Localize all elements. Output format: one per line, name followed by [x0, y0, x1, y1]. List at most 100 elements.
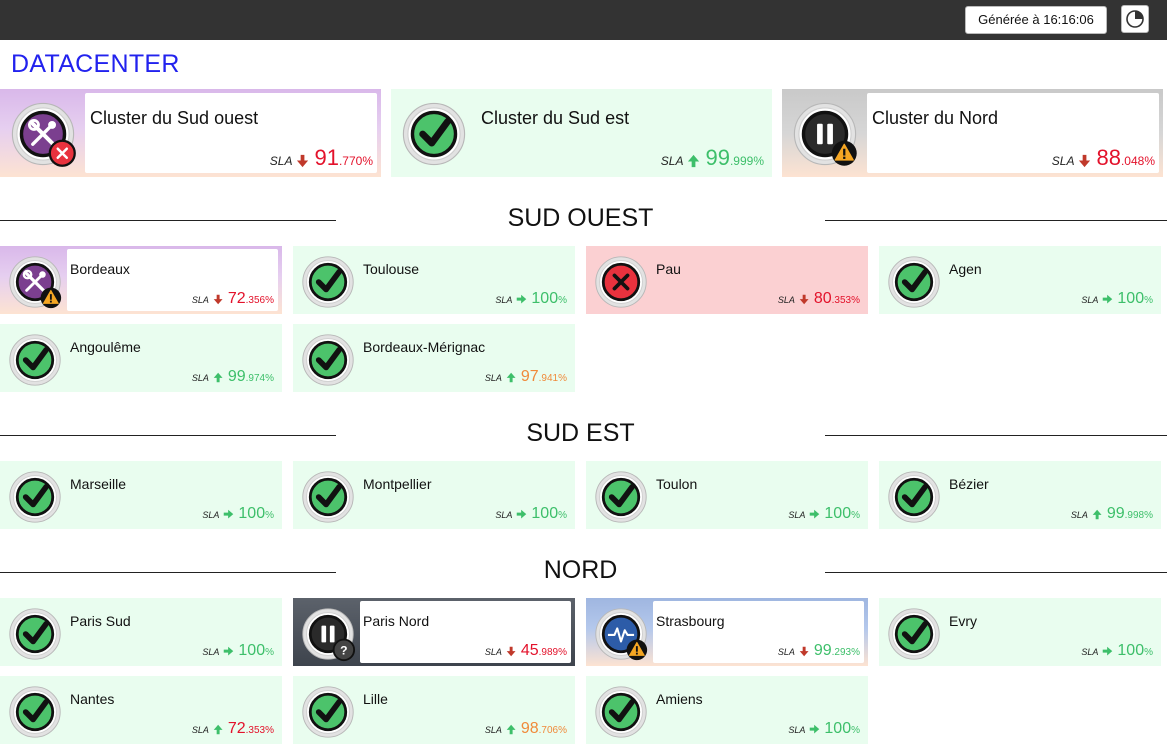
- site-bordeaux-merignac-card[interactable]: Bordeaux-Mérignac SLA 97.941%: [293, 324, 575, 392]
- sla-label: SLA: [495, 295, 513, 305]
- sla-value-int: 99: [1106, 505, 1125, 522]
- trend-flat-icon: [809, 722, 824, 736]
- sla-value-dec: %: [558, 295, 567, 306]
- sla-readout: SLA 72.353%: [192, 720, 274, 738]
- trend-down-icon: [799, 292, 814, 306]
- ok-status-icon: [300, 469, 356, 525]
- sla-value-dec: .770%: [338, 154, 373, 168]
- card-name: Lille: [363, 691, 388, 707]
- sla-value-int: 80: [813, 290, 832, 307]
- sla-label: SLA: [777, 295, 795, 305]
- refresh-timer-button[interactable]: [1121, 5, 1149, 33]
- sla-value-int: 100: [531, 290, 559, 307]
- sla-label: SLA: [191, 295, 209, 305]
- site-paris-sud-card[interactable]: Paris Sud SLA 100%: [0, 598, 282, 666]
- generated-time-button[interactable]: Générée à 16:16:06: [965, 6, 1107, 34]
- site-lille-card[interactable]: Lille SLA 98.706%: [293, 676, 575, 744]
- sla-value-dec: %: [851, 725, 860, 736]
- trend-down-icon: [213, 292, 228, 306]
- trend-down-icon: [296, 152, 314, 168]
- sla-readout: SLA 72.356%: [192, 290, 274, 308]
- trend-flat-icon: [223, 507, 238, 521]
- sla-value-dec: .974%: [245, 373, 274, 384]
- sla-readout: SLA 100%: [788, 720, 860, 738]
- trend-up-icon: [213, 370, 228, 384]
- sla-value-int: 91: [314, 145, 339, 170]
- sla-label: SLA: [788, 510, 806, 520]
- site-strasbourg-card[interactable]: Strasbourg SLA 99.293%: [586, 598, 868, 666]
- card-name: Cluster du Sud ouest: [90, 108, 259, 128]
- sla-label: SLA: [788, 725, 806, 735]
- divider-line: [825, 572, 1167, 573]
- cluster-sud-ouest-card[interactable]: Cluster du Sud ouest SLA 91.770%: [0, 89, 381, 177]
- card-name: Amiens: [656, 691, 703, 707]
- trend-up-icon: [506, 722, 521, 736]
- divider-line: [0, 220, 336, 221]
- section-title: SUD OUEST: [507, 204, 654, 232]
- card-name: Strasbourg: [656, 613, 725, 629]
- svg-text:?: ?: [340, 644, 347, 658]
- site-angouleme-card[interactable]: Angoulême SLA 99.974%: [0, 324, 282, 392]
- sla-readout: SLA 99.998%: [1071, 505, 1153, 523]
- divider-line: [0, 435, 336, 436]
- ok-status-icon: [300, 332, 356, 388]
- site-pau-card[interactable]: Pau SLA 80.353%: [586, 246, 868, 314]
- card-name: Paris Nord: [363, 613, 430, 629]
- section-title: SUD EST: [526, 419, 635, 447]
- card-name: Toulouse: [363, 261, 420, 277]
- sla-label: SLA: [484, 373, 502, 383]
- site-bezier-card[interactable]: Bézier SLA 99.998%: [879, 461, 1161, 529]
- card-name: Agen: [949, 261, 982, 277]
- ok-status-icon: [886, 469, 942, 525]
- sla-readout: SLA 45.989%: [485, 642, 567, 660]
- section-header-sud-est: SUD EST: [0, 419, 1167, 453]
- trend-up-icon: [687, 152, 705, 168]
- site-bordeaux-card[interactable]: Bordeaux SLA 72.356%: [0, 246, 282, 314]
- sla-value-int: 100: [1117, 290, 1145, 307]
- sla-readout: SLA 99.999%: [661, 145, 764, 171]
- sla-value-dec: .998%: [1124, 510, 1153, 521]
- sla-readout: SLA 88.048%: [1052, 145, 1155, 171]
- sla-value-dec: .356%: [245, 295, 274, 306]
- sla-readout: SLA 100%: [202, 505, 274, 523]
- card-name: Marseille: [70, 476, 127, 492]
- site-nantes-card[interactable]: Nantes SLA 72.353%: [0, 676, 282, 744]
- sla-readout: SLA 100%: [495, 290, 567, 308]
- sla-value-int: 100: [531, 505, 559, 522]
- sla-label: SLA: [202, 510, 220, 520]
- sla-value-dec: %: [558, 510, 567, 521]
- ok-status-icon: [300, 254, 356, 310]
- cluster-sud-est-card[interactable]: Cluster du Sud est SLA 99.999%: [391, 89, 772, 177]
- ok-status-icon: [7, 684, 63, 740]
- sla-label: SLA: [777, 647, 795, 657]
- site-evry-card[interactable]: Evry SLA 100%: [879, 598, 1161, 666]
- cluster-nord-card[interactable]: Cluster du Nord SLA 88.048%: [782, 89, 1163, 177]
- card-panel: [653, 601, 864, 663]
- section-title: NORD: [543, 556, 618, 584]
- sla-label: SLA: [202, 647, 220, 657]
- trend-flat-icon: [1102, 292, 1117, 306]
- sla-value-dec: .941%: [538, 373, 567, 384]
- sla-readout: SLA 100%: [788, 505, 860, 523]
- ok-status-icon: [593, 684, 649, 740]
- sla-value-int: 100: [1117, 642, 1145, 659]
- section-header-sud-ouest: SUD OUEST: [0, 204, 1167, 238]
- ok-status-icon: [886, 254, 942, 310]
- site-paris-nord-card[interactable]: ? Paris Nord SLA 45.989%: [293, 598, 575, 666]
- site-montpellier-card[interactable]: Montpellier SLA 100%: [293, 461, 575, 529]
- site-amiens-card[interactable]: Amiens SLA 100%: [586, 676, 868, 744]
- sla-readout: SLA 100%: [1081, 290, 1153, 308]
- trend-up-icon: [506, 370, 521, 384]
- site-toulon-card[interactable]: Toulon SLA 100%: [586, 461, 868, 529]
- sla-value-dec: .048%: [1120, 154, 1155, 168]
- site-marseille-card[interactable]: Marseille SLA 100%: [0, 461, 282, 529]
- sla-label: SLA: [269, 154, 293, 168]
- site-agen-card[interactable]: Agen SLA 100%: [879, 246, 1161, 314]
- sla-value-int: 100: [238, 505, 266, 522]
- sla-value-dec: .353%: [831, 295, 860, 306]
- sla-value-int: 72: [227, 720, 246, 737]
- card-panel: [85, 93, 377, 173]
- sla-readout: SLA 99.293%: [778, 642, 860, 660]
- sla-value-int: 99: [813, 642, 832, 659]
- site-toulouse-card[interactable]: Toulouse SLA 100%: [293, 246, 575, 314]
